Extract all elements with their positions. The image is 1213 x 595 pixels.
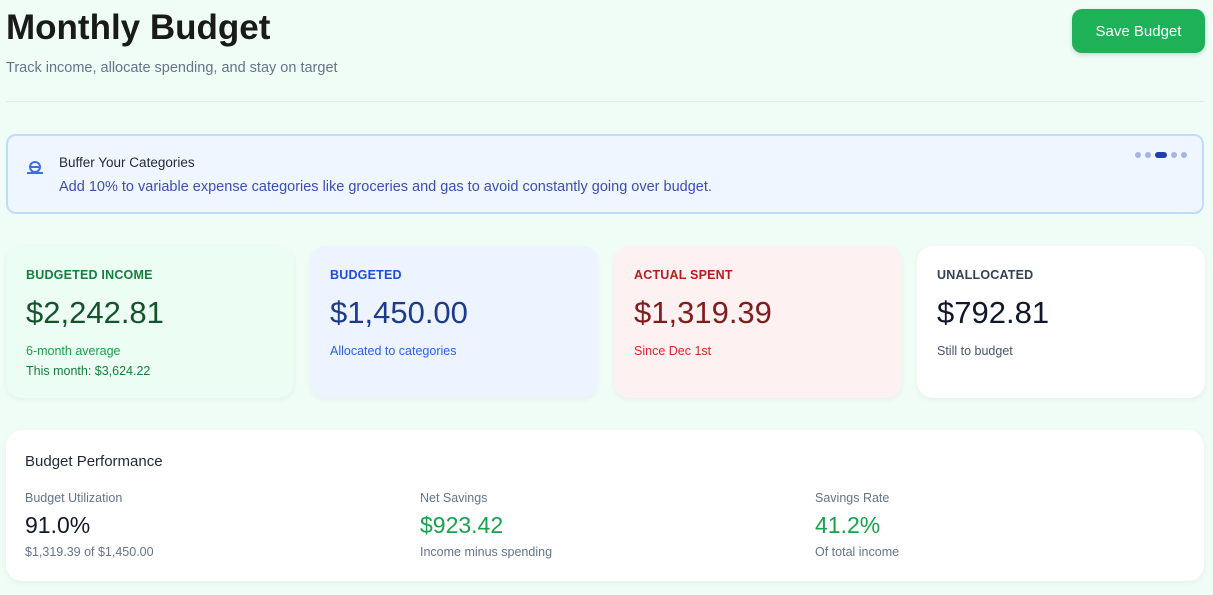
- divider: [6, 101, 1204, 102]
- metric-value: 91.0%: [25, 512, 91, 538]
- tip-dot[interactable]: [1145, 152, 1151, 158]
- page-title: Monthly Budget: [6, 8, 271, 47]
- tip-dot[interactable]: [1181, 152, 1187, 158]
- card-actual-spent: ACTUAL SPENT $1,319.39 Since Dec 1st: [614, 246, 902, 398]
- card-sub: Allocated to categories: [330, 344, 457, 358]
- metric-sub: $1,319.39 of $1,450.00: [25, 545, 154, 559]
- metric-net-savings: Net Savings $923.42 Income minus spendin…: [420, 491, 552, 559]
- tip-banner: Buffer Your Categories Add 10% to variab…: [6, 134, 1204, 214]
- metric-label: Budget Utilization: [25, 491, 123, 505]
- card-sub2: This month: $3,624.22: [26, 364, 151, 378]
- panel-title: Budget Performance: [25, 453, 163, 470]
- save-budget-button[interactable]: Save Budget: [1072, 9, 1205, 53]
- tip-title: Buffer Your Categories: [59, 155, 195, 170]
- metric-label: Net Savings: [420, 491, 488, 505]
- card-value: $792.81: [937, 295, 1050, 330]
- card-sub: Since Dec 1st: [634, 344, 712, 358]
- metric-savings-rate: Savings Rate 41.2% Of total income: [815, 491, 899, 559]
- metric-label: Savings Rate: [815, 491, 890, 505]
- metric-budget-utilization: Budget Utilization 91.0% $1,319.39 of $1…: [25, 491, 154, 559]
- metric-value: $923.42: [420, 512, 504, 538]
- card-label: BUDGETED INCOME: [26, 268, 153, 282]
- tip-dot[interactable]: [1135, 152, 1141, 158]
- card-budgeted: BUDGETED $1,450.00 Allocated to categori…: [310, 246, 598, 398]
- budget-performance-panel: Budget Performance Budget Utilization 91…: [6, 430, 1204, 581]
- card-label: ACTUAL SPENT: [634, 268, 733, 282]
- page-subtitle: Track income, allocate spending, and sta…: [6, 60, 338, 76]
- tip-pagination: [1135, 152, 1187, 158]
- card-sub: 6-month average: [26, 344, 121, 358]
- card-value: $2,242.81: [26, 295, 164, 330]
- card-label: UNALLOCATED: [937, 268, 1034, 282]
- card-label: BUDGETED: [330, 268, 402, 282]
- card-value: $1,450.00: [330, 295, 468, 330]
- piggy-bank-icon: [27, 161, 43, 174]
- metric-sub: Of total income: [815, 545, 900, 559]
- tip-text: Add 10% to variable expense categories l…: [59, 179, 712, 195]
- tip-dot-active[interactable]: [1155, 152, 1167, 158]
- card-unallocated: UNALLOCATED $792.81 Still to budget: [917, 246, 1205, 398]
- metric-value: 41.2%: [815, 512, 881, 538]
- card-sub: Still to budget: [937, 344, 1013, 358]
- card-budgeted-income: BUDGETED INCOME $2,242.81 6-month averag…: [6, 246, 294, 398]
- tip-dot[interactable]: [1171, 152, 1177, 158]
- metric-sub: Income minus spending: [420, 545, 553, 559]
- card-value: $1,319.39: [634, 295, 772, 330]
